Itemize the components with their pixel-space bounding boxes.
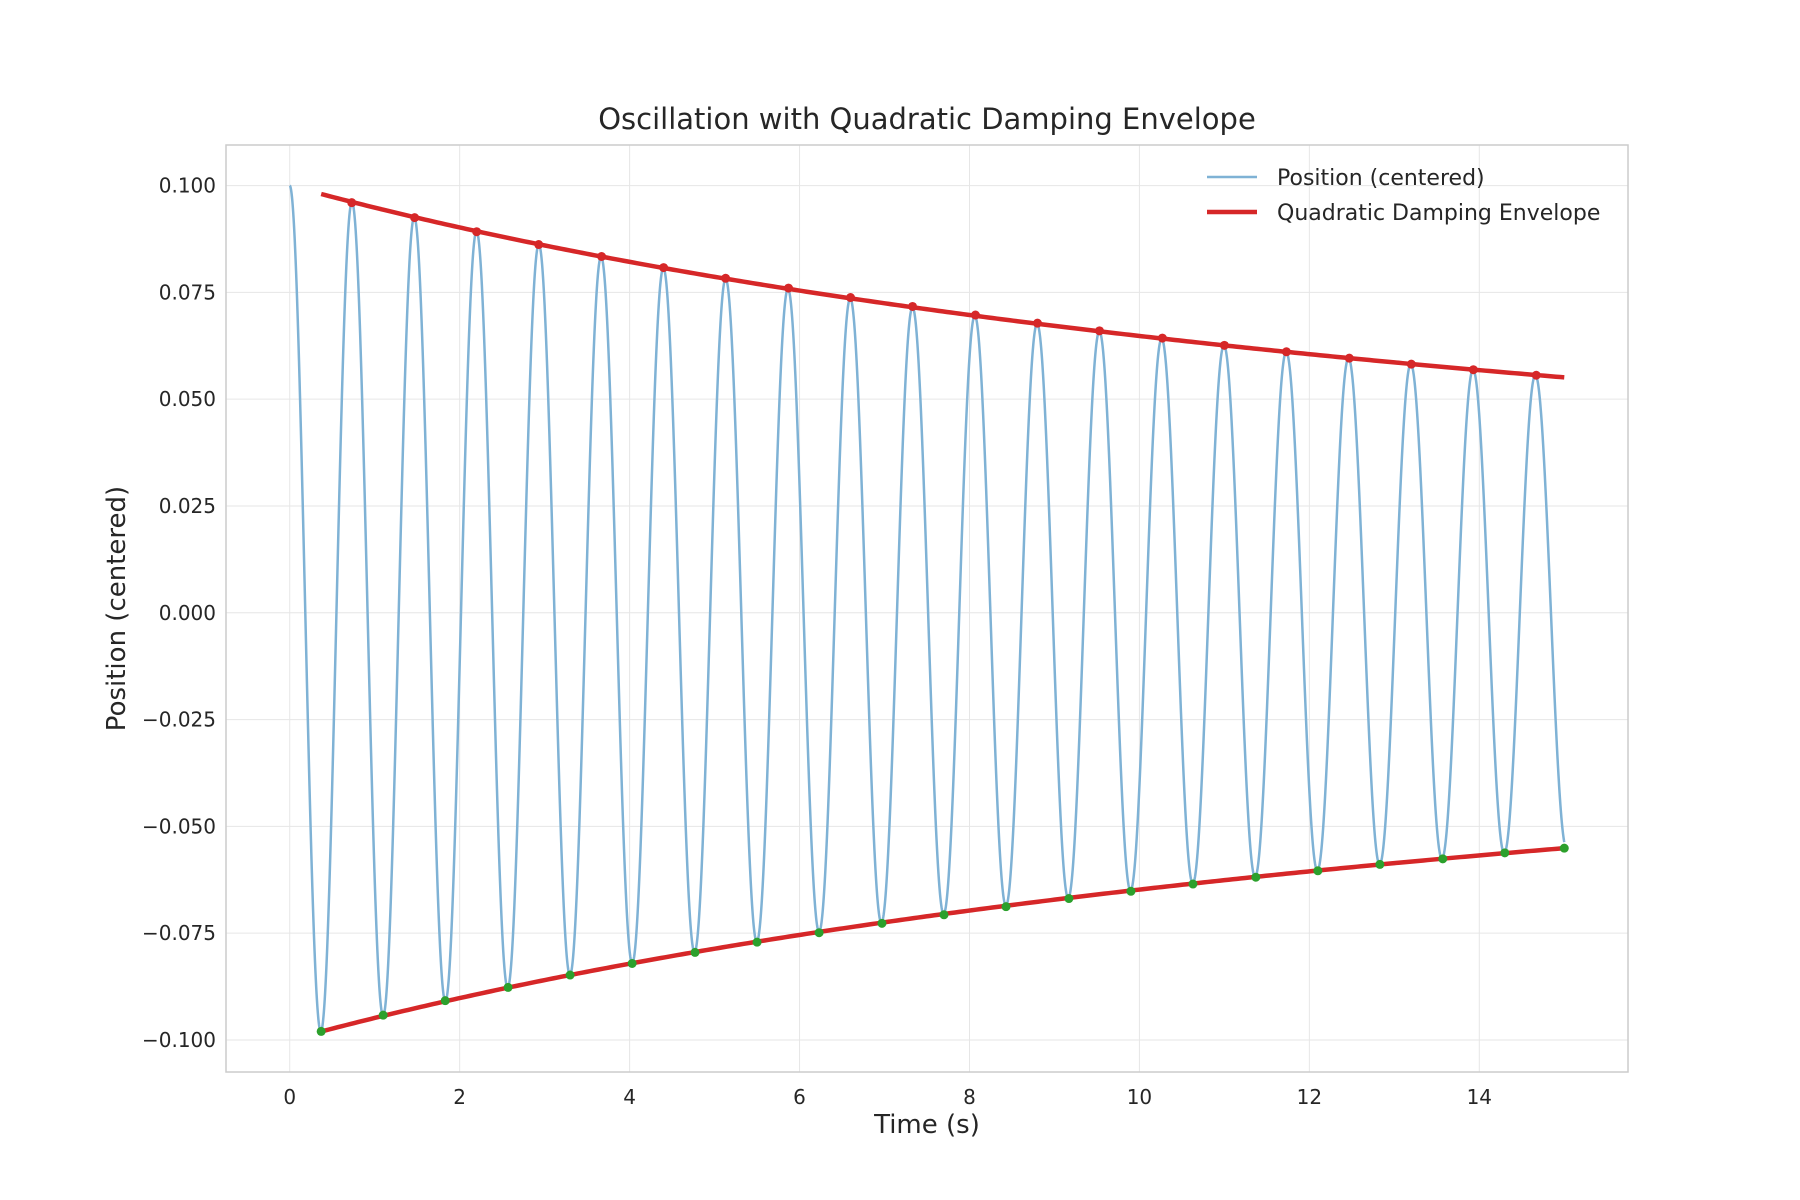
- x-axis-ticks: 0 2 4 6 8 10 12 14: [283, 1085, 1492, 1109]
- upper-peak-marker: [1094, 326, 1104, 336]
- y-tick-label: 0.000: [159, 601, 216, 625]
- lower-peak-marker: [1126, 886, 1136, 896]
- upper-peak-marker: [410, 213, 420, 223]
- upper-peak-marker: [1344, 353, 1354, 363]
- lower-peak-marker: [939, 910, 949, 920]
- oscillation-series: [288, 184, 1566, 1033]
- lower-peak-marker: [877, 918, 887, 928]
- lower-peak-marker: [1559, 843, 1569, 853]
- upper-peak-marker: [597, 251, 607, 261]
- y-tick-label: −0.075: [142, 921, 216, 945]
- upper-peak-marker: [659, 263, 669, 273]
- lower-peak-marker: [690, 947, 700, 957]
- y-tick-label: 0.025: [159, 494, 216, 518]
- lower-peak-marker: [1375, 859, 1385, 869]
- upper-peak-marker: [1219, 340, 1229, 350]
- upper-peak-marker: [1406, 359, 1416, 369]
- legend: Position (centered) Quadratic Damping En…: [1207, 166, 1600, 226]
- upper-peak-marker: [1468, 365, 1478, 375]
- y-axis-ticks: 0.100 0.075 0.050 0.025 0.000 −0.025 −0.050 −0.…: [142, 174, 216, 1052]
- lower-peak-marker: [316, 1026, 326, 1036]
- x-tick-label: 10: [1127, 1085, 1152, 1109]
- lower-peak-marker: [440, 996, 450, 1006]
- upper-peak-marker: [970, 310, 980, 320]
- upper-peak-marker: [1032, 318, 1042, 328]
- upper-envelope-line: [320, 191, 1565, 380]
- upper-peak-marker: [1157, 333, 1167, 343]
- lower-peak-marker: [814, 928, 824, 938]
- lower-peak-marker: [378, 1010, 388, 1020]
- upper-peak-marker: [908, 301, 918, 311]
- x-tick-label: 14: [1467, 1085, 1492, 1109]
- y-tick-label: −0.100: [142, 1028, 216, 1052]
- x-tick-label: 4: [623, 1085, 636, 1109]
- lower-peak-marker: [1001, 902, 1011, 912]
- peak-markers: [316, 198, 1569, 1036]
- upper-peak-marker: [534, 240, 544, 250]
- lower-peak-marker: [1064, 894, 1074, 904]
- y-tick-label: 0.075: [159, 280, 216, 304]
- lower-peak-marker: [503, 982, 513, 992]
- position-line: [288, 184, 1566, 1033]
- lower-peak-marker: [1313, 866, 1323, 876]
- upper-peak-marker: [472, 227, 482, 237]
- lower-peak-marker: [565, 970, 575, 980]
- lower-peak-marker: [1188, 879, 1198, 889]
- y-tick-label: −0.025: [142, 708, 216, 732]
- x-tick-label: 6: [793, 1085, 806, 1109]
- x-tick-label: 2: [453, 1085, 466, 1109]
- x-tick-label: 12: [1297, 1085, 1322, 1109]
- lower-peak-marker: [1438, 854, 1448, 864]
- lower-peak-marker: [1500, 848, 1510, 858]
- lower-peak-marker: [1251, 872, 1261, 882]
- upper-peak-marker: [1281, 347, 1291, 357]
- legend-label-position: Position (centered): [1277, 166, 1485, 191]
- legend-label-envelope: Quadratic Damping Envelope: [1277, 201, 1600, 226]
- upper-peak-marker: [721, 273, 731, 283]
- y-tick-label: 0.050: [159, 387, 216, 411]
- x-tick-label: 0: [283, 1085, 296, 1109]
- lower-peak-marker: [627, 958, 637, 968]
- chart-title: Oscillation with Quadratic Damping Envel…: [598, 102, 1256, 136]
- x-tick-label: 8: [963, 1085, 976, 1109]
- upper-peak-marker: [1531, 370, 1541, 380]
- y-axis-label: Position (centered): [102, 486, 132, 731]
- y-tick-label: −0.050: [142, 814, 216, 838]
- lower-peak-marker: [752, 937, 762, 947]
- plot-frame: [225, 144, 1629, 1073]
- upper-peak-marker: [347, 198, 357, 208]
- upper-peak-marker: [783, 283, 793, 293]
- y-tick-label: 0.100: [159, 174, 216, 198]
- upper-peak-marker: [846, 293, 856, 303]
- x-axis-label: Time (s): [873, 1110, 980, 1140]
